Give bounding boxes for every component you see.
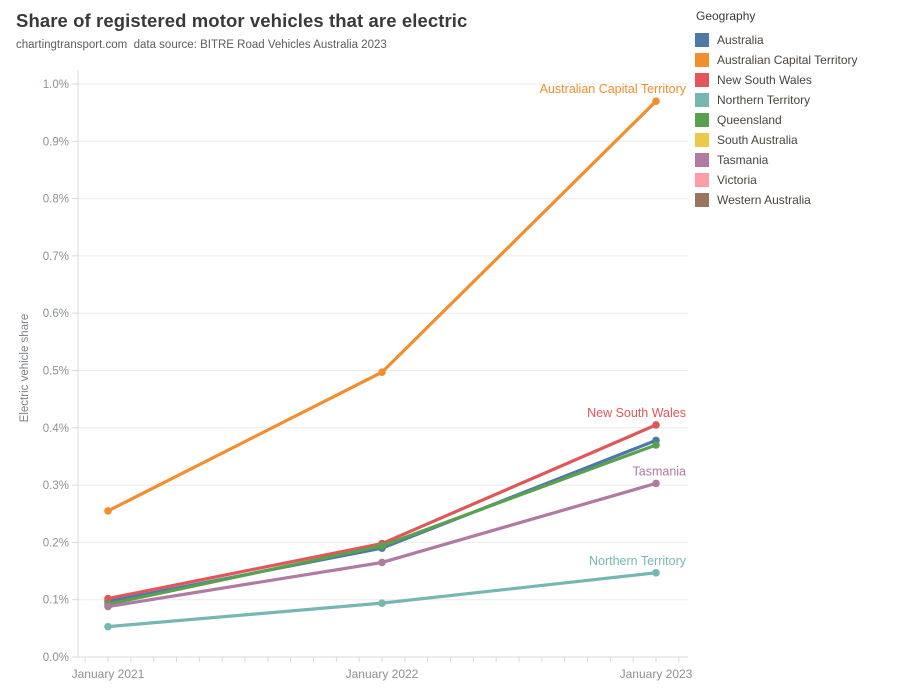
legend-item-victoria[interactable]: Victoria	[695, 170, 895, 190]
x-tick-label: January 2022	[346, 667, 419, 681]
y-tick-label: 0.3%	[43, 480, 69, 492]
legend-items: Australia Australian Capital Territory New…	[695, 30, 895, 210]
y-tick-label: 0.7%	[43, 251, 69, 263]
chart-subtitle: chartingtransport.com data source: BITRE…	[16, 39, 387, 51]
data-point-northern-territory-0[interactable]	[104, 622, 112, 631]
legend-swatch	[695, 33, 709, 47]
legend-item-queensland[interactable]: Queensland	[695, 110, 895, 130]
y-tick-label: 0.6%	[43, 308, 69, 320]
legend-item-tasmania[interactable]: Tasmania	[695, 150, 895, 170]
legend-item-western-australia[interactable]: Western Australia	[695, 190, 895, 210]
legend-item-northern-territory[interactable]: Northern Territory	[695, 90, 895, 110]
y-tick-label: 0.1%	[43, 595, 69, 607]
legend-item-label: Australia	[717, 33, 764, 47]
chart-header: Share of registered motor vehicles that …	[16, 10, 467, 51]
data-point-australian-capital-territory-0[interactable]	[104, 507, 112, 515]
legend-title: Geography	[696, 9, 756, 23]
page-title: Share of registered motor vehicles that …	[16, 10, 468, 31]
legend-item-australia[interactable]: Australia	[695, 30, 895, 50]
legend-swatch	[695, 53, 709, 67]
data-point-northern-territory-2[interactable]	[652, 568, 660, 577]
data-point-queensland-1[interactable]	[378, 542, 386, 550]
y-tick-label: 0.9%	[43, 136, 69, 148]
legend-item-australian-capital-territory[interactable]: Australian Capital Territory	[695, 50, 895, 70]
series-end-label-tasmania: Tasmania	[633, 464, 687, 478]
data-point-northern-territory-1[interactable]	[378, 599, 386, 607]
legend-swatch	[695, 93, 709, 107]
data-point-new-south-wales-2[interactable]	[652, 421, 660, 429]
legend-item-label: Victoria	[717, 173, 757, 187]
legend-item-label: New South Wales	[717, 73, 812, 87]
legend-swatch	[695, 193, 709, 207]
legend-swatch	[695, 73, 709, 87]
y-tick-label: 1.0%	[43, 79, 69, 91]
data-point-tasmania-1[interactable]	[378, 558, 386, 567]
series-line-australia[interactable]	[106, 438, 658, 604]
y-tick-label: 0.8%	[43, 194, 69, 206]
data-point-tasmania-0[interactable]	[104, 602, 112, 611]
data-point-tasmania-2[interactable]	[652, 479, 660, 488]
legend-item-label: Northern Territory	[717, 93, 811, 107]
legend-swatch	[695, 173, 709, 187]
legend-swatch	[695, 113, 709, 127]
data-point-new-south-wales-0[interactable]	[104, 594, 112, 603]
legend-swatch	[695, 133, 709, 147]
series-end-label-new-south-wales: New South Wales	[587, 406, 686, 420]
legend-item-label: Western Australia	[717, 193, 811, 207]
y-tick-label: 0.4%	[43, 423, 69, 435]
series-line-new-south-wales[interactable]	[106, 423, 658, 601]
series-line-australian-capital-territory[interactable]	[106, 99, 658, 513]
y-tick-label: 0.2%	[43, 537, 69, 549]
legend-item-label: Queensland	[717, 113, 782, 127]
y-tick-label: 0.5%	[43, 366, 69, 378]
x-tick-label: January 2023	[620, 667, 693, 681]
series-end-label-northern-territory: Northern Territory	[589, 554, 687, 568]
x-tick-label: January 2021	[72, 667, 145, 681]
legend-item-label: Australian Capital Territory	[717, 53, 858, 67]
y-axis-title: Electric vehicle share	[19, 314, 31, 423]
legend-item-label: South Australia	[717, 133, 798, 147]
legend-item-south-australia[interactable]: South Australia	[695, 130, 895, 150]
data-point-queensland-2[interactable]	[652, 441, 660, 449]
legend: Geography Australia Australian Capital Te…	[695, 9, 895, 210]
series-end-label-australian-capital-territory: Australian Capital Territory	[540, 82, 687, 96]
data-point-australian-capital-territory-2[interactable]	[652, 97, 660, 105]
y-tick-label: 0.0%	[43, 652, 69, 664]
legend-item-new-south-wales[interactable]: New South Wales	[695, 70, 895, 90]
legend-item-label: Tasmania	[717, 153, 769, 167]
legend-swatch	[695, 153, 709, 167]
data-point-australian-capital-territory-1[interactable]	[378, 368, 386, 377]
